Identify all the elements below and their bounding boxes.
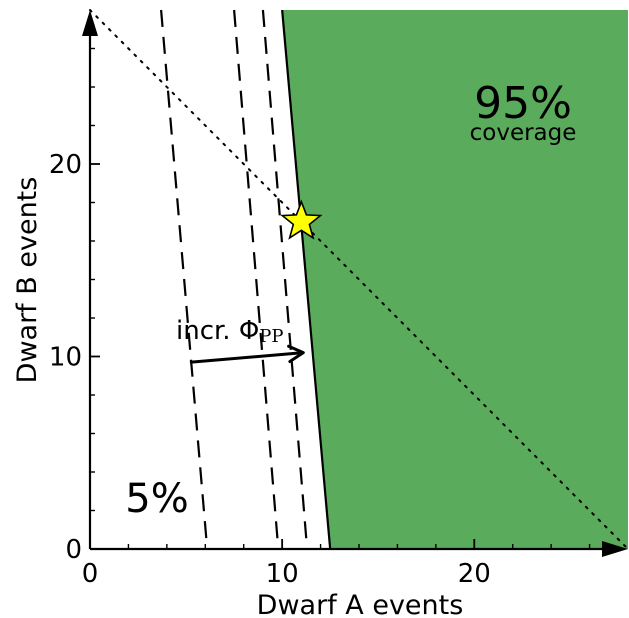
star-marker bbox=[280, 199, 323, 240]
x-axis-arrowhead bbox=[602, 541, 628, 557]
plot-area bbox=[89, 9, 629, 550]
y-tick-label: 20 bbox=[49, 150, 82, 180]
dashed-contour-3 bbox=[261, 9, 309, 550]
arrow-shaft bbox=[189, 351, 304, 364]
axis-ticks: 0 10 20 0 10 20 bbox=[49, 47, 591, 589]
x-tick-label: 0 bbox=[82, 559, 99, 589]
dashed-contour-2 bbox=[233, 9, 280, 550]
arrow-head bbox=[287, 344, 305, 363]
five-percent-label: 5% bbox=[125, 476, 188, 522]
y-axis-label: Dwarf B events bbox=[12, 177, 43, 384]
arrow-label-subscript: PP bbox=[259, 326, 283, 347]
y-axis-arrowhead bbox=[82, 10, 98, 36]
increase-arrow bbox=[189, 344, 305, 364]
y-tick-label: 10 bbox=[49, 343, 82, 373]
coverage-95-label: 95% bbox=[474, 78, 572, 129]
axes bbox=[82, 10, 628, 557]
coverage-sublabel: coverage bbox=[470, 120, 577, 146]
x-tick-label: 10 bbox=[266, 559, 299, 589]
arrow-label: incr. ΦPP bbox=[176, 316, 284, 347]
y-tick-label: 0 bbox=[65, 535, 82, 565]
dashed-contours bbox=[159, 9, 309, 550]
coverage-95-region bbox=[282, 10, 628, 549]
x-tick-label: 20 bbox=[458, 559, 491, 589]
coverage-95-boundary bbox=[281, 9, 332, 550]
diagonal-dotted-line bbox=[89, 9, 629, 550]
x-axis-label: Dwarf A events bbox=[257, 590, 464, 618]
dashed-contour-1 bbox=[159, 9, 209, 550]
arrow-label-main: incr. Φ bbox=[176, 316, 259, 346]
